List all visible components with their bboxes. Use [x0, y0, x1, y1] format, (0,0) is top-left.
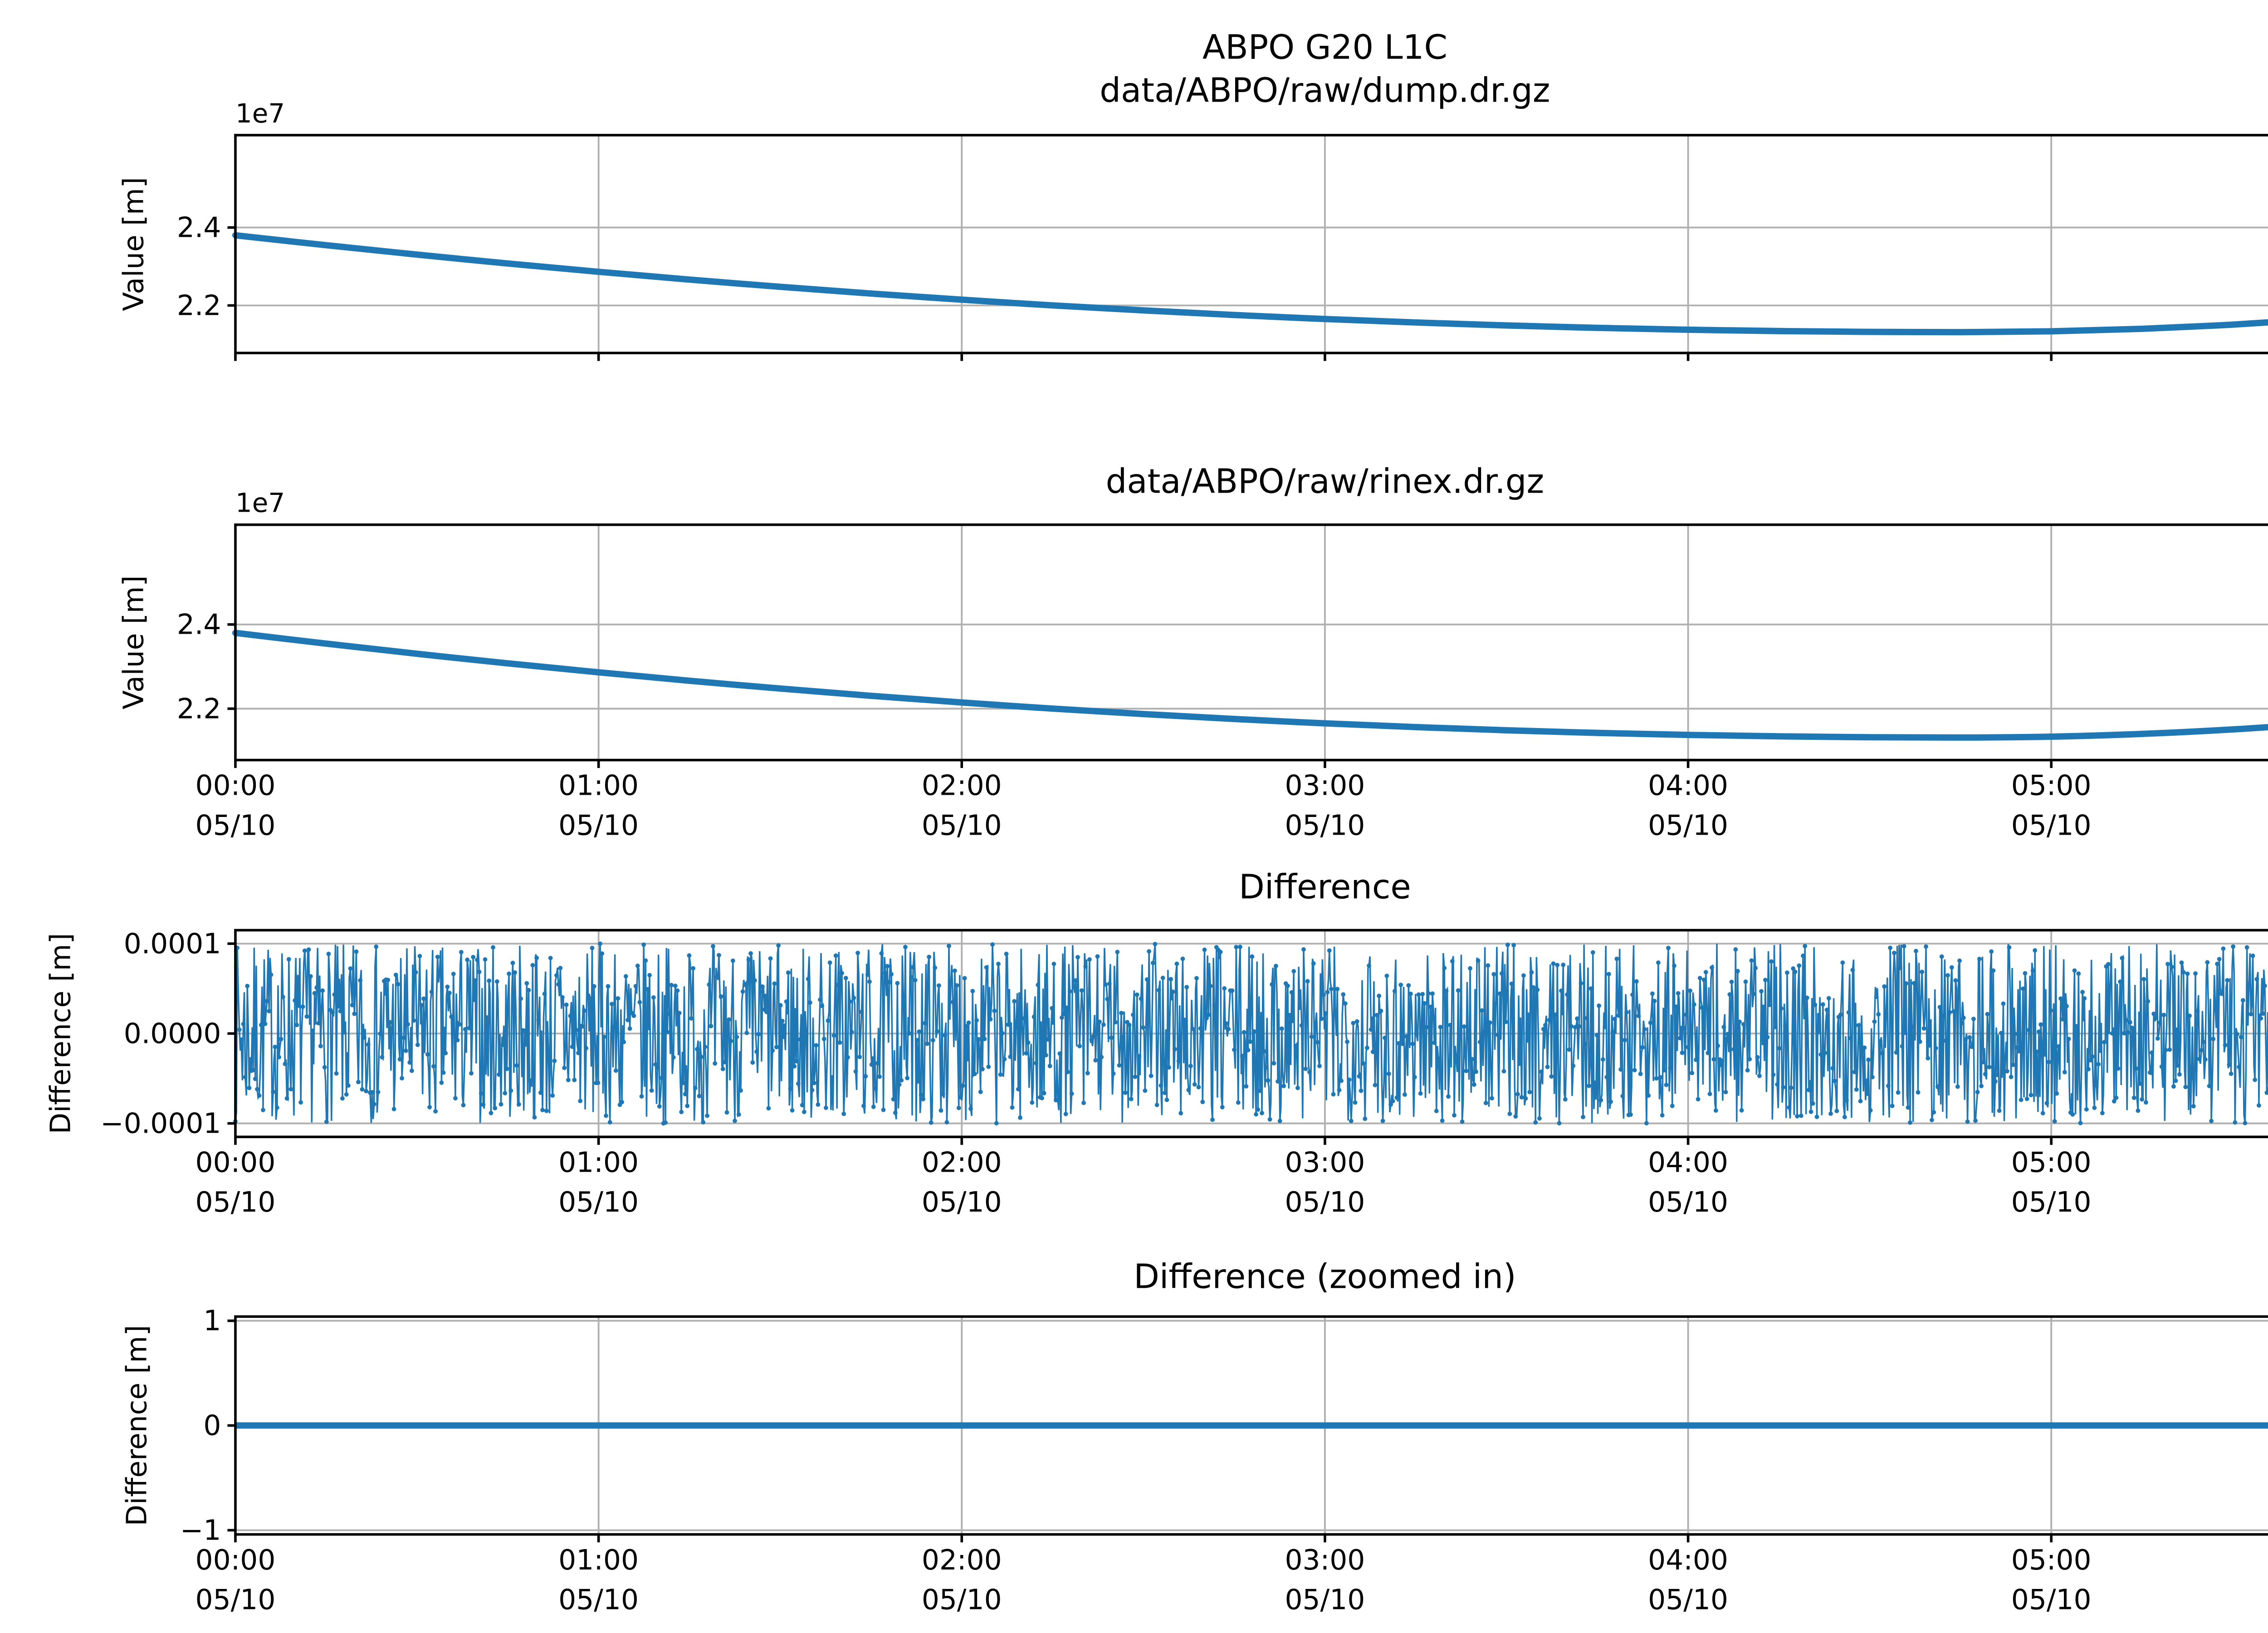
- x-tick-label-time: 03:00: [1285, 770, 1365, 802]
- subplot-dump: 2.2 2.4: [177, 134, 2268, 361]
- x-tick-label-time: 02:00: [922, 1544, 1002, 1576]
- subplot1-ylabel: Value [m]: [118, 177, 150, 311]
- x-tick-label-date: 05/10: [196, 809, 276, 841]
- y-tick-label: 0.0000: [124, 1018, 221, 1050]
- x-tick-label-time: 05:00: [2011, 1146, 2092, 1178]
- y-tick-label: 2.2: [177, 693, 221, 725]
- x-tick-label-date: 05/10: [1648, 1584, 1728, 1616]
- grid: [235, 524, 2268, 760]
- subplot2-title: data/ABPO/raw/rinex.dr.gz: [1106, 463, 1544, 501]
- x-tick-label-date: 05/10: [922, 809, 1002, 841]
- x-tick-label-date: 05/10: [558, 809, 639, 841]
- x-tick-label-time: 02:00: [922, 1146, 1002, 1178]
- y-tick-label: −0.0001: [100, 1108, 221, 1140]
- x-tick-label-time: 01:00: [558, 770, 639, 802]
- y-tick-label: 0: [203, 1410, 221, 1442]
- figure-title-line1: ABPO G20 L1C: [1202, 29, 1447, 67]
- x-tick-label-date: 05/10: [2011, 809, 2092, 841]
- x-tick-label-date: 05/10: [1285, 1584, 1365, 1616]
- x-tick-label-time: 04:00: [1648, 1146, 1728, 1178]
- x-tick-label-time: 04:00: [1648, 770, 1728, 802]
- x-tick-label-date: 05/10: [2011, 1186, 2092, 1218]
- x-tick-label-date: 05/10: [922, 1584, 1002, 1616]
- x-tick-label-time: 01:00: [558, 1146, 639, 1178]
- ticks: 00:00 05/10 01:00 05/10 02:00 05/10 03:00 05/10…: [100, 928, 2092, 1218]
- y-tick-label: 0.0001: [124, 928, 221, 960]
- pseudorange-curve: [232, 232, 2268, 336]
- y-tick-label: 2.2: [177, 289, 221, 322]
- series: [232, 232, 2268, 336]
- x-tick-label-time: 03:00: [1285, 1544, 1365, 1576]
- subplot4-title: Difference (zoomed in): [1134, 1257, 1516, 1296]
- series: [232, 630, 2268, 741]
- x-tick-label-date: 05/10: [196, 1584, 276, 1616]
- subplot-rinex: 00:00 05/10 01:00 05/10 02:00 05/10 03:00 05/10…: [177, 523, 2268, 842]
- x-tick-label-date: 05/10: [196, 1186, 276, 1218]
- axes-spines: [234, 523, 2268, 762]
- y-tick-label: 2.4: [177, 212, 221, 244]
- x-tick-label-time: 04:00: [1648, 1544, 1728, 1576]
- x-tick-label-time: 00:00: [196, 770, 276, 802]
- ticks: 00:00 05/10 01:00 05/10 02:00 05/10 03:00 05/10…: [180, 1305, 2092, 1616]
- figure-title-line2: data/ABPO/raw/dump.dr.gz: [1100, 71, 1550, 110]
- y-tick-label: 2.4: [177, 609, 221, 641]
- pseudorange-curve: [232, 630, 2268, 741]
- subplot2-ylabel: Value [m]: [118, 575, 150, 709]
- subplot3-title: Difference: [1239, 868, 1411, 907]
- subplot4-ylabel: Difference [m]: [121, 1325, 153, 1526]
- y-tick-label: −1: [180, 1514, 221, 1546]
- y-tick-label: 1: [203, 1305, 221, 1337]
- subplot-difference-zoomed: 00:00 05/10 01:00 05/10 02:00 05/10 03:00 05/10…: [180, 1305, 2268, 1616]
- x-tick-label-date: 05/10: [1285, 1186, 1365, 1218]
- ticks: 2.2 2.4: [177, 212, 2053, 361]
- x-tick-label-time: 00:00: [196, 1544, 276, 1576]
- subplot-difference: 00:00 05/10 01:00 05/10 02:00 05/10 03:00 05/10…: [100, 928, 2268, 1218]
- series: [233, 941, 2268, 1126]
- x-tick-label-date: 05/10: [2011, 1584, 2092, 1616]
- subplot3-ylabel: Difference [m]: [44, 933, 77, 1134]
- axes-spines: [234, 134, 2268, 354]
- subplot1-offset-label: 1e7: [235, 98, 285, 129]
- x-tick-label-date: 05/10: [1648, 809, 1728, 841]
- x-tick-label-date: 05/10: [1285, 809, 1365, 841]
- x-tick-label-date: 05/10: [1648, 1186, 1728, 1218]
- x-tick-label-time: 00:00: [196, 1146, 276, 1178]
- x-tick-label-date: 05/10: [558, 1584, 639, 1616]
- ticks: 00:00 05/10 01:00 05/10 02:00 05/10 03:00 05/10…: [177, 609, 2092, 842]
- x-tick-label-time: 05:00: [2011, 1544, 2092, 1576]
- grid: [235, 135, 2268, 353]
- x-tick-label-time: 02:00: [922, 770, 1002, 802]
- x-tick-label-time: 05:00: [2011, 770, 2092, 802]
- x-tick-label-date: 05/10: [558, 1186, 639, 1218]
- subplot2-offset-label: 1e7: [235, 488, 285, 518]
- x-tick-label-date: 05/10: [922, 1186, 1002, 1218]
- x-tick-label-time: 03:00: [1285, 1146, 1365, 1178]
- x-tick-label-time: 01:00: [558, 1544, 639, 1576]
- noise-line: [235, 944, 2268, 1124]
